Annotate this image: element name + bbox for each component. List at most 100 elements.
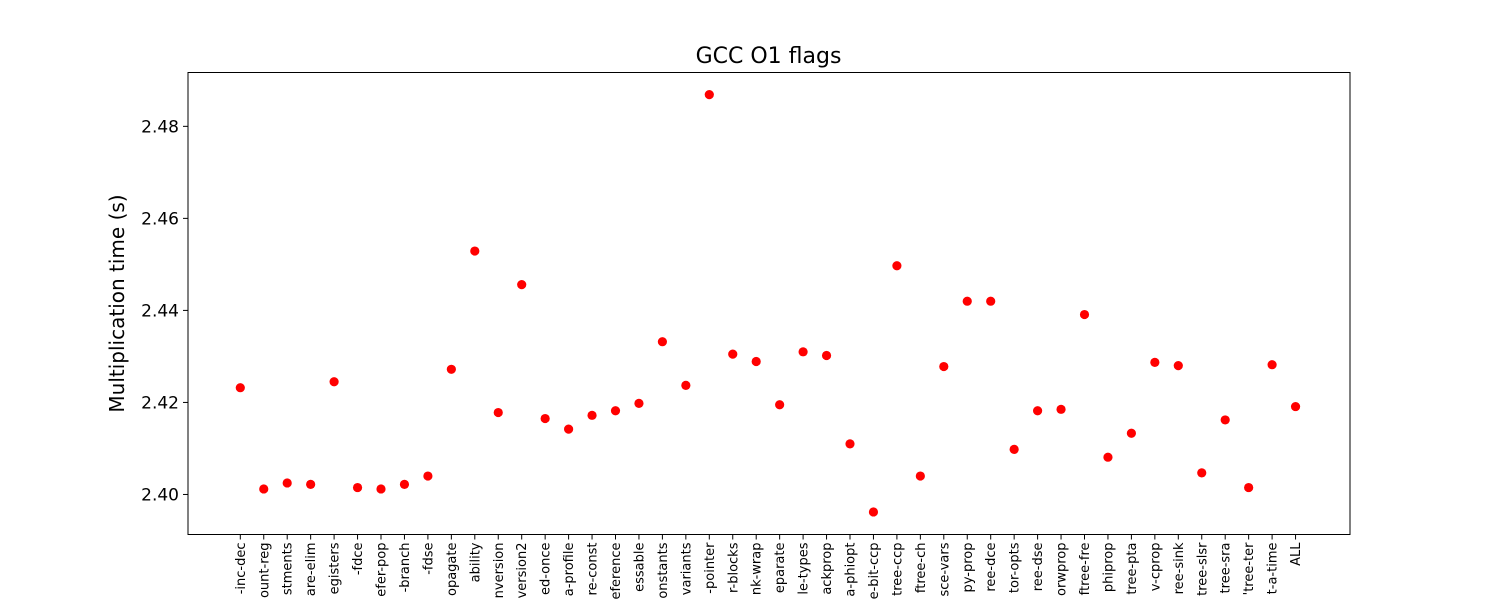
data-point: [1079, 309, 1090, 320]
data-point: [235, 383, 245, 393]
x-tick-label: are-elim: [304, 543, 319, 597]
x-tick-label: ount-reg: [257, 543, 272, 599]
x-tick-label: ability: [468, 542, 483, 582]
data-point: [1126, 428, 1136, 438]
x-tick-label: ALL: [1289, 542, 1304, 566]
data-point: [845, 439, 855, 449]
x-tick-label: ree-dce: [984, 542, 999, 591]
data-point: [986, 296, 996, 306]
data-point: [399, 479, 410, 489]
x-tick-label: 'tree-ter: [1242, 542, 1257, 596]
x-tick-label: -inc-dec: [234, 543, 249, 595]
chart-title: GCC O1 flags: [696, 44, 842, 69]
data-point: [282, 478, 292, 488]
x-tick-label: variants: [679, 542, 694, 595]
data-point: [376, 484, 386, 494]
data-point: [1197, 468, 1207, 478]
data-point: [821, 350, 832, 361]
data-point: [962, 296, 972, 306]
data-point: [775, 400, 785, 410]
x-tick-label: tree-pta: [1125, 543, 1140, 595]
x-tick-label: -branch: [398, 543, 413, 593]
data-point: [868, 507, 879, 517]
data-point: [657, 337, 668, 347]
data-point: [915, 471, 925, 481]
x-tick-label: a-profile: [562, 543, 577, 597]
y-tick-label: 2.42: [141, 393, 179, 413]
x-tick-label: nversion: [492, 543, 507, 599]
x-tick-label: v-cprop: [1148, 543, 1163, 592]
x-tick-label: ackprop: [820, 543, 835, 595]
data-point: [352, 482, 363, 493]
x-tick-label: onstants: [656, 542, 671, 598]
data-point: [1290, 401, 1301, 412]
x-tick-label: efer-pop: [375, 543, 390, 597]
data-point: [1103, 452, 1113, 462]
data-point: [728, 349, 738, 359]
data-point: [1220, 415, 1230, 425]
x-tick-label: tree-ccp: [890, 543, 905, 596]
x-tick-label: eference: [609, 542, 624, 599]
y-tick-label: 2.48: [141, 117, 179, 137]
x-tick-label: version2: [515, 543, 530, 599]
x-tick-label: ftree-ch: [914, 543, 929, 594]
data-point: [470, 246, 480, 256]
x-tick-label: -pointer: [703, 542, 718, 594]
data-point: [306, 479, 316, 489]
data-point: [1173, 361, 1183, 371]
x-tick-label: ftree-fre: [1078, 543, 1093, 596]
x-tick-label: a-phiopt: [844, 543, 859, 597]
data-point: [939, 361, 949, 372]
x-tick-label: ed-once: [539, 543, 554, 596]
data-point: [1267, 360, 1277, 370]
x-tick-label: eparate: [773, 543, 788, 594]
x-tick-label: le-types: [797, 542, 812, 594]
y-axis-label: Multiplication time (s): [105, 194, 129, 412]
data-point: [1056, 404, 1066, 414]
x-tick-label: -fdse: [421, 543, 436, 575]
data-point: [587, 410, 597, 420]
data-point: [564, 424, 574, 434]
x-tick-label: tree-slsr: [1195, 542, 1210, 596]
x-tick-label: nk-wrap: [750, 543, 765, 596]
x-tick-label: t-a-time: [1266, 543, 1281, 595]
x-tick-label: ree-dse: [1031, 543, 1046, 592]
y-tick-label: 2.40: [141, 485, 179, 505]
data-point: [259, 484, 269, 494]
data-point: [493, 407, 503, 418]
data-point: [1150, 357, 1160, 368]
x-tick-label: e-bit-ccp: [867, 543, 882, 600]
x-tick-label: sce-vars: [937, 542, 952, 596]
data-point: [329, 377, 339, 387]
x-tick-label: -fdce: [351, 543, 366, 576]
x-tick-label: py-prop: [961, 543, 976, 593]
x-tick-label: phiprop: [1101, 543, 1116, 593]
x-tick-label: opagate: [445, 543, 460, 597]
x-tick-label: egisters: [328, 542, 343, 594]
data-point: [610, 406, 621, 416]
data-point: [704, 89, 714, 100]
data-point: [1009, 444, 1019, 454]
data-point: [634, 398, 644, 408]
data-point: [517, 280, 527, 290]
plot-frame: [187, 72, 1351, 535]
x-tick-label: r-blocks: [726, 542, 741, 593]
data-point: [1244, 482, 1254, 493]
y-tick-label: 2.44: [141, 301, 179, 321]
data-point: [540, 413, 550, 424]
x-tick-label: essable: [632, 543, 647, 592]
x-tick-label: orwprop: [1055, 543, 1070, 596]
x-tick-label: tor-opts: [1008, 542, 1023, 593]
data-point: [798, 347, 808, 357]
y-tick-label: 2.46: [141, 209, 179, 229]
data-point: [892, 261, 902, 271]
data-point: [681, 380, 691, 391]
data-point: [1033, 406, 1043, 416]
x-tick-label: re-const: [586, 543, 601, 596]
x-tick-label: stments: [281, 542, 296, 595]
data-point: [751, 356, 761, 367]
data-point: [423, 471, 433, 481]
x-tick-label: tree-sra: [1219, 543, 1234, 594]
x-tick-label: ree-sink: [1172, 542, 1187, 594]
